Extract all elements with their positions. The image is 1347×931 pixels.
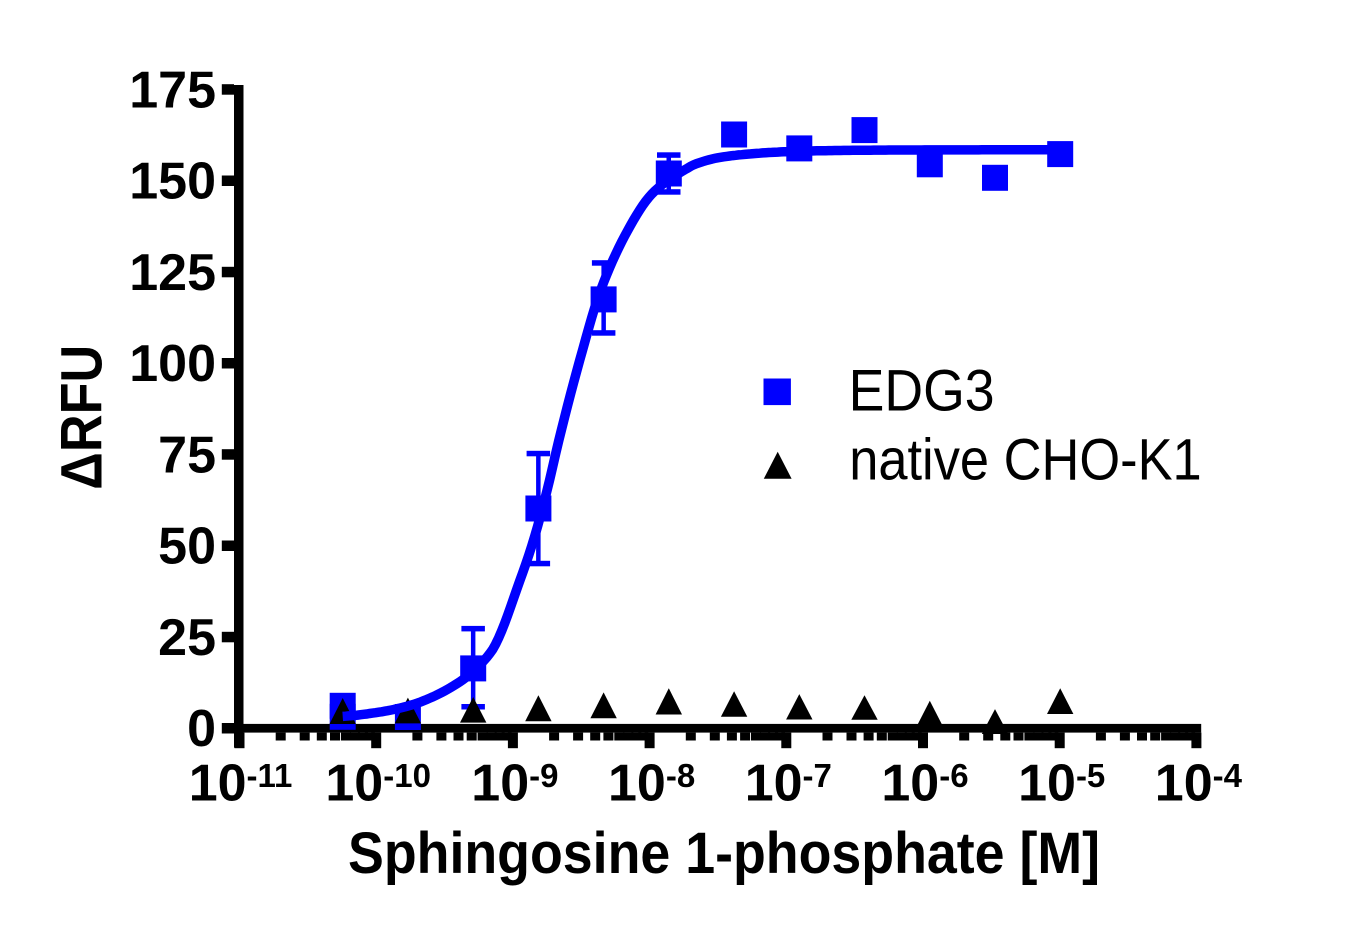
svg-text:10-11: 10-11 [189, 755, 293, 813]
svg-text:ΔRFU: ΔRFU [50, 345, 115, 490]
svg-text:10-5: 10-5 [1018, 755, 1105, 813]
svg-text:10-7: 10-7 [745, 755, 832, 813]
svg-text:10-10: 10-10 [325, 755, 431, 813]
svg-text:25: 25 [158, 609, 216, 667]
svg-text:Sphingosine 1-phosphate [M]: Sphingosine 1-phosphate [M] [348, 821, 1100, 886]
svg-text:10-6: 10-6 [881, 755, 968, 813]
svg-text:75: 75 [158, 426, 216, 484]
svg-text:100: 100 [129, 335, 216, 393]
svg-text:175: 175 [129, 61, 216, 119]
svg-text:50: 50 [158, 518, 216, 576]
svg-text:0: 0 [187, 700, 216, 758]
svg-text:125: 125 [129, 244, 216, 302]
svg-text:10-9: 10-9 [471, 755, 558, 813]
svg-text:10-8: 10-8 [608, 755, 695, 813]
svg-text:10-4: 10-4 [1155, 755, 1243, 813]
svg-text:150: 150 [129, 153, 216, 211]
svg-text:EDG3: EDG3 [849, 359, 995, 424]
svg-text:native CHO-K1: native CHO-K1 [849, 428, 1201, 493]
